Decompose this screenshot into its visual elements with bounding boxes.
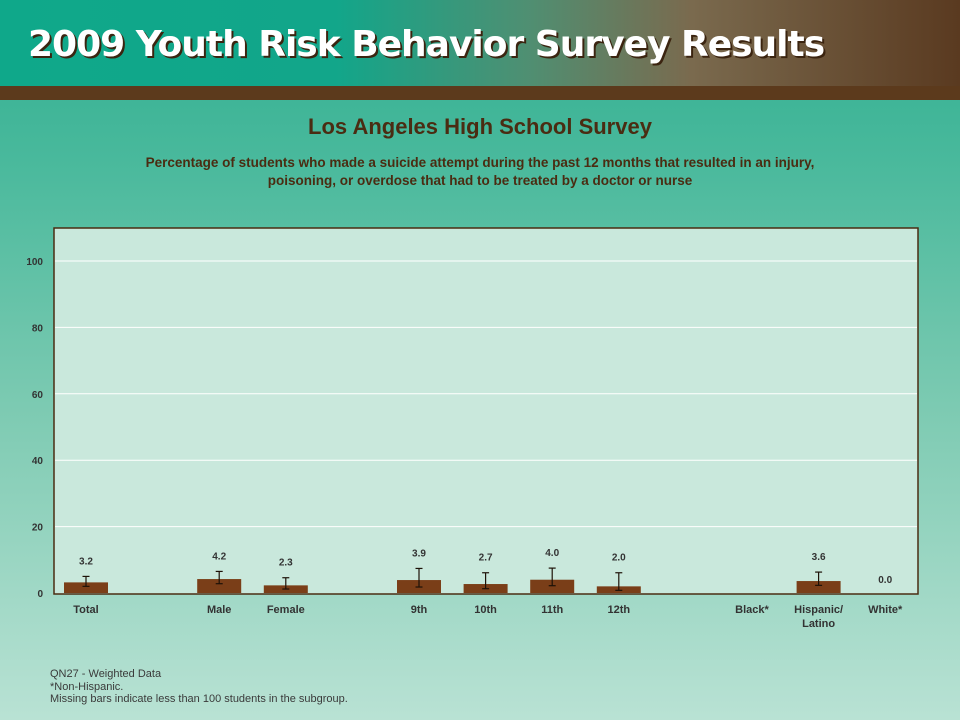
footnote-data-source: QN27 - Weighted Data [50,668,162,680]
error-bar [548,567,556,587]
x-tick-label: Male [207,604,231,616]
data-label: 3.2 [79,556,93,567]
error-bar [215,570,223,585]
error-bar [82,575,90,587]
y-tick-label: 80 [32,323,44,334]
x-tick-label: 10th [474,604,497,616]
banner-title: 2009 Youth Risk Behavior Survey Results [28,24,825,65]
error-bar [415,567,423,588]
x-tick-label: White* [868,604,903,616]
data-label: 3.9 [412,548,426,559]
x-tick-label: 11th [541,604,563,616]
gridlines [55,260,917,528]
y-tick-label: 60 [32,390,44,401]
data-label: 2.0 [612,553,626,564]
y-tick-label: 0 [37,589,43,600]
bar-chart: 0 20 40 60 80 100 3.2 4.2 2.3 3.9 2.7 4.0 2.0 3.6 0.0… [26,227,919,630]
x-tick-label: Hispanic/Latino [794,604,843,630]
y-tick-label: 40 [32,456,44,467]
x-tick-label: 9th [411,604,428,616]
x-tick-label: Female [267,604,305,616]
data-label: 3.6 [812,552,826,563]
data-label: 0.0 [878,575,892,586]
bar [530,579,575,593]
x-tick-label: Black* [735,604,769,616]
bar [197,579,242,593]
error-bar [815,571,823,586]
bar [64,582,108,593]
bar [796,581,841,593]
x-tick-label: 12th [607,604,630,616]
error-bar [282,577,290,590]
data-label: 4.2 [212,551,226,562]
chart-subtitle: Percentage of students who made a suicid… [145,155,815,188]
header-divider [0,86,960,100]
category-labels: Total Male Female 9th 10th 11th 12th Black* Hisp… [73,604,903,630]
header-banner [0,0,960,86]
x-tick-label: Total [73,604,98,616]
bars: 3.2 4.2 2.3 3.9 2.7 4.0 2.0 3.6 0.0 [64,548,893,593]
error-bar [482,572,490,590]
footnote-non-hispanic: *Non-Hispanic. [50,680,124,693]
y-tick-label: 20 [32,523,44,534]
y-tick-label: 100 [26,257,43,268]
footnotes: QN27 - Weighted Data *Non-Hispanic. Miss… [50,668,348,706]
data-label: 2.3 [279,558,293,569]
footnote-missing-bars: Missing bars indicate less than 100 stud… [50,693,348,705]
data-label: 2.7 [479,553,493,564]
plot-area [53,227,919,595]
chart-title: Los Angeles High School Survey [308,114,652,139]
y-axis: 0 20 40 60 80 100 [26,257,43,600]
error-bar [615,572,623,591]
data-label: 4.0 [545,548,559,559]
